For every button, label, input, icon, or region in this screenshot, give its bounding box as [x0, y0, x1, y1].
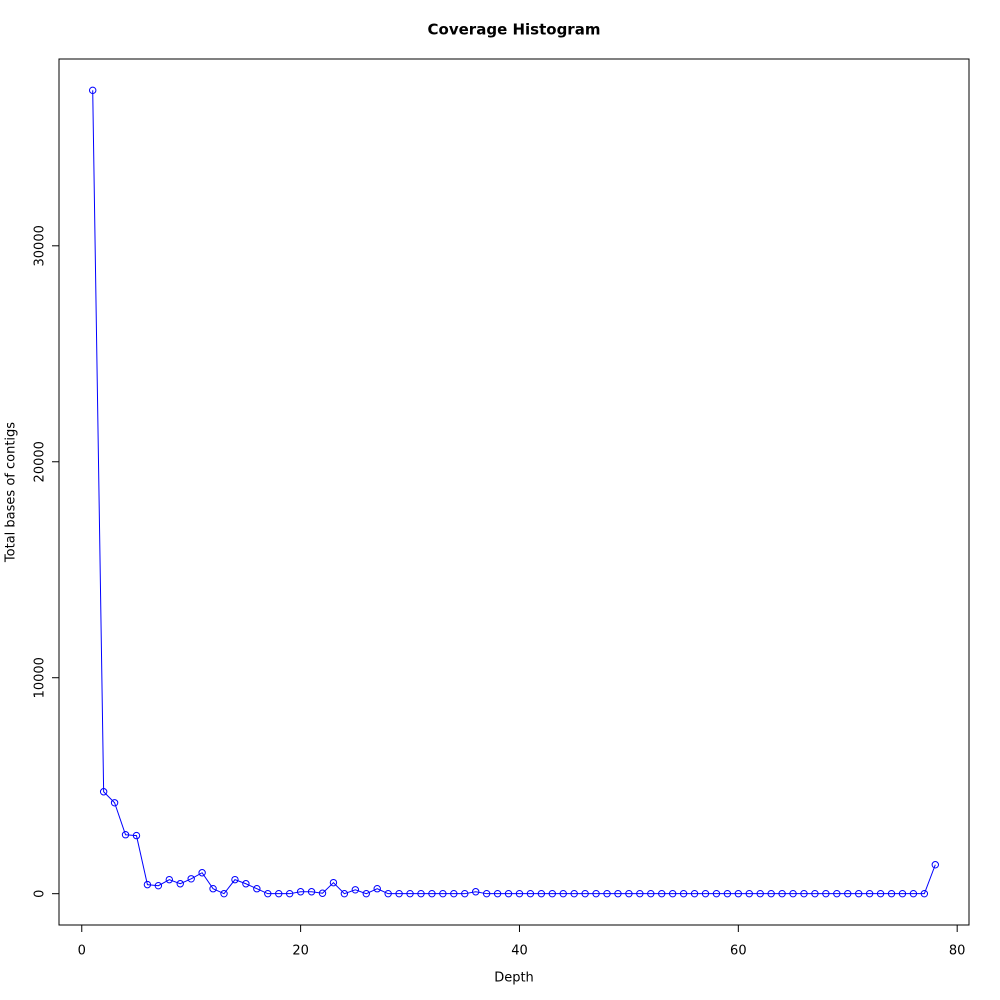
- data-point: [406, 889, 414, 898]
- data-point: [756, 889, 764, 898]
- chart-title: Coverage Histogram: [428, 21, 601, 39]
- data-point: [876, 889, 885, 898]
- data-point: [493, 889, 502, 898]
- data-point: [154, 881, 163, 890]
- data-point: [778, 889, 786, 898]
- data-point: [340, 889, 349, 898]
- data-point: [898, 889, 907, 898]
- data-point: [701, 889, 710, 898]
- data-point: [844, 889, 852, 898]
- data-point: [603, 889, 611, 898]
- data-point: [559, 889, 567, 898]
- y-tick-label: 10000: [33, 657, 48, 698]
- data-point: [439, 889, 447, 898]
- data-point: [143, 880, 152, 889]
- data-point: [614, 889, 622, 898]
- data-point: [285, 889, 294, 898]
- x-tick-label: 80: [949, 944, 966, 959]
- y-tick-label: 20000: [33, 441, 48, 482]
- data-point: [99, 788, 108, 796]
- data-point: [636, 889, 644, 898]
- data-point: [515, 889, 524, 898]
- data-point: [296, 888, 305, 896]
- x-tick-label: 40: [511, 944, 528, 959]
- data-point: [909, 889, 918, 898]
- x-tick-label: 0: [78, 944, 86, 959]
- data-point: [198, 869, 206, 877]
- data-point: [450, 889, 458, 898]
- data-point: [679, 889, 688, 898]
- data-point: [384, 889, 392, 898]
- data-point: [723, 889, 732, 898]
- data-point: [789, 889, 797, 898]
- data-point: [187, 875, 195, 883]
- y-tick-label: 0: [33, 890, 48, 898]
- data-point: [165, 875, 174, 884]
- data-point: [329, 878, 338, 887]
- data-point: [373, 885, 381, 893]
- data-point: [242, 880, 250, 888]
- data-point: [264, 889, 272, 898]
- data-point: [658, 889, 666, 898]
- y-axis-label: Total bases of contigs: [4, 422, 19, 563]
- data-point: [800, 889, 808, 898]
- data-point: [734, 889, 743, 898]
- x-tick-label: 20: [292, 944, 309, 959]
- data-point: [767, 889, 775, 898]
- data-point: [275, 889, 283, 898]
- data-point: [121, 831, 130, 839]
- data-point: [417, 889, 425, 898]
- data-point: [176, 880, 184, 888]
- data-point: [690, 889, 699, 898]
- data-point: [537, 889, 546, 898]
- data-point: [833, 889, 841, 898]
- data-point: [822, 889, 830, 898]
- data-point: [548, 889, 556, 898]
- data-point: [318, 889, 327, 897]
- data-point: [647, 889, 655, 898]
- data-point: [231, 875, 239, 884]
- data-point: [428, 889, 436, 898]
- data-point: [920, 889, 929, 898]
- data-point: [89, 86, 97, 95]
- data-point: [931, 861, 939, 869]
- data-point: [472, 888, 480, 896]
- data-point: [253, 885, 261, 893]
- data-point: [887, 889, 896, 898]
- data-point: [668, 889, 677, 898]
- data-point: [351, 886, 360, 894]
- data-point: [307, 888, 316, 896]
- data-point: [625, 889, 633, 898]
- data-point: [526, 889, 535, 898]
- data-point: [811, 889, 819, 898]
- data-point: [395, 889, 403, 898]
- data-point: [482, 889, 491, 898]
- data-point: [865, 889, 874, 898]
- data-point: [110, 799, 119, 807]
- data-point: [570, 889, 578, 898]
- y-tick-label: 30000: [33, 225, 48, 266]
- x-axis-label: Depth: [494, 971, 534, 986]
- data-point: [132, 831, 141, 840]
- data-point: [209, 885, 217, 893]
- data-point: [592, 889, 600, 898]
- data-point: [745, 889, 753, 898]
- data-point: [504, 889, 513, 898]
- data-point: [362, 889, 370, 898]
- x-tick-label: 60: [730, 944, 747, 959]
- data-point: [461, 889, 469, 898]
- data-point: [712, 889, 721, 898]
- data-point: [220, 889, 228, 898]
- data-point: [581, 889, 589, 898]
- data-point: [854, 889, 863, 898]
